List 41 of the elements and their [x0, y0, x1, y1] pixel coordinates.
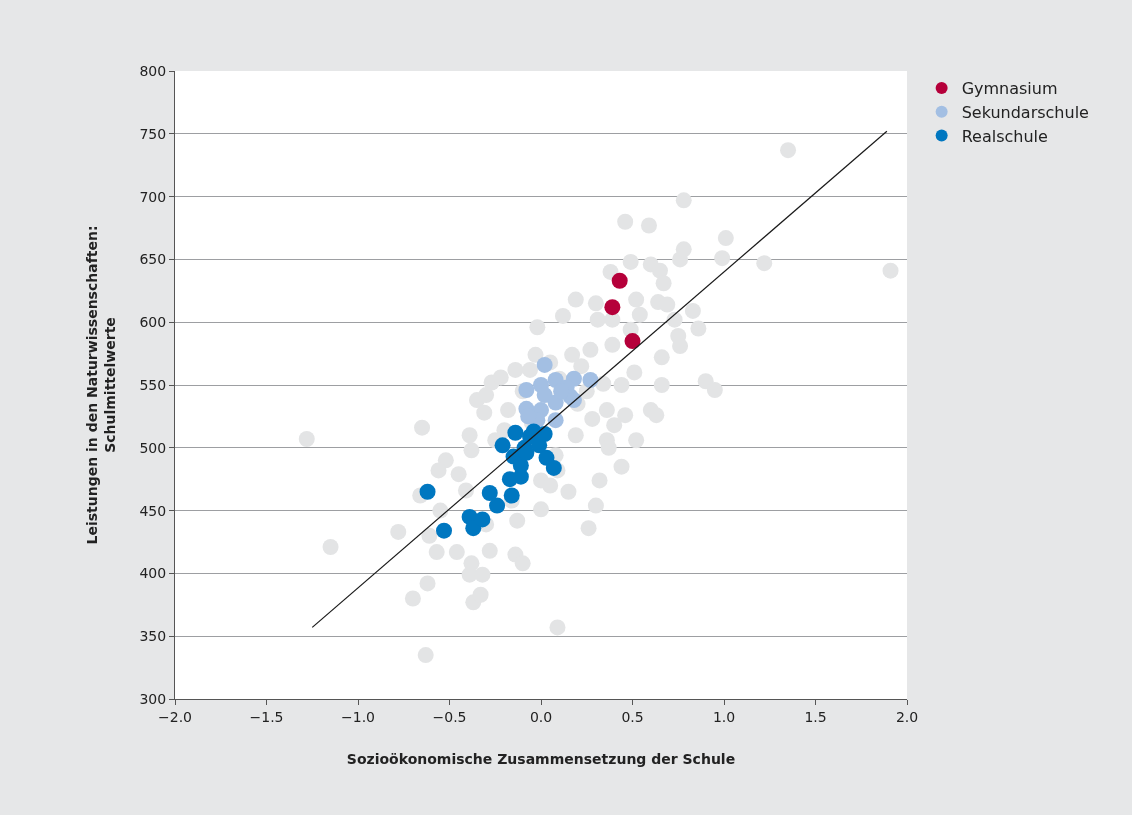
- legend-label: Gymnasium: [961, 79, 1058, 99]
- x-tick-label: 2.0: [895, 708, 919, 725]
- y-tick-label: 600: [139, 314, 167, 331]
- x-tick-label: 0.5: [621, 708, 644, 725]
- x-tick-label: −1.0: [341, 708, 375, 725]
- point: [507, 424, 524, 441]
- y-tick-label: 800: [139, 62, 167, 79]
- point: [489, 497, 506, 514]
- point: [494, 437, 511, 454]
- point: [545, 459, 562, 476]
- y-tick-label: 700: [139, 188, 167, 205]
- x-tick-label: −2.0: [158, 708, 192, 725]
- y-tick-label: 550: [139, 376, 167, 393]
- y-tick-label: 650: [139, 251, 167, 268]
- x-tick-label: −1.5: [249, 708, 284, 725]
- y-tick-label: 450: [139, 502, 167, 519]
- point: [518, 382, 535, 399]
- point: [536, 356, 553, 373]
- point: [419, 483, 436, 500]
- point: [611, 272, 628, 289]
- x-axis-title: Sozioökonomische Zusammensetzung der Schule: [346, 751, 736, 768]
- point: [536, 387, 553, 404]
- point: [624, 333, 641, 350]
- x-tick-label: 1.0: [712, 708, 736, 725]
- y-tick-label: 300: [139, 690, 167, 707]
- point: [481, 485, 498, 502]
- legend-label: Realschule: [961, 126, 1048, 146]
- point: [474, 511, 491, 528]
- point: [582, 371, 599, 388]
- x-tick-label: 1.5: [804, 708, 827, 725]
- x-tick-label: −0.5: [432, 708, 467, 725]
- y-tick-label: 350: [139, 628, 167, 645]
- point: [604, 299, 621, 316]
- legend-label: Sekundarschule: [961, 102, 1089, 122]
- point: [436, 522, 453, 539]
- x-tick-label: 0.0: [529, 708, 553, 725]
- y-axis-title: Leistungen in den Naturwissenschaften: Schulmittelwerte: [83, 225, 119, 545]
- y-tick-label: 750: [139, 125, 167, 142]
- point: [503, 487, 520, 504]
- y-tick-label: 400: [139, 565, 167, 582]
- y-tick-label: 500: [139, 439, 167, 456]
